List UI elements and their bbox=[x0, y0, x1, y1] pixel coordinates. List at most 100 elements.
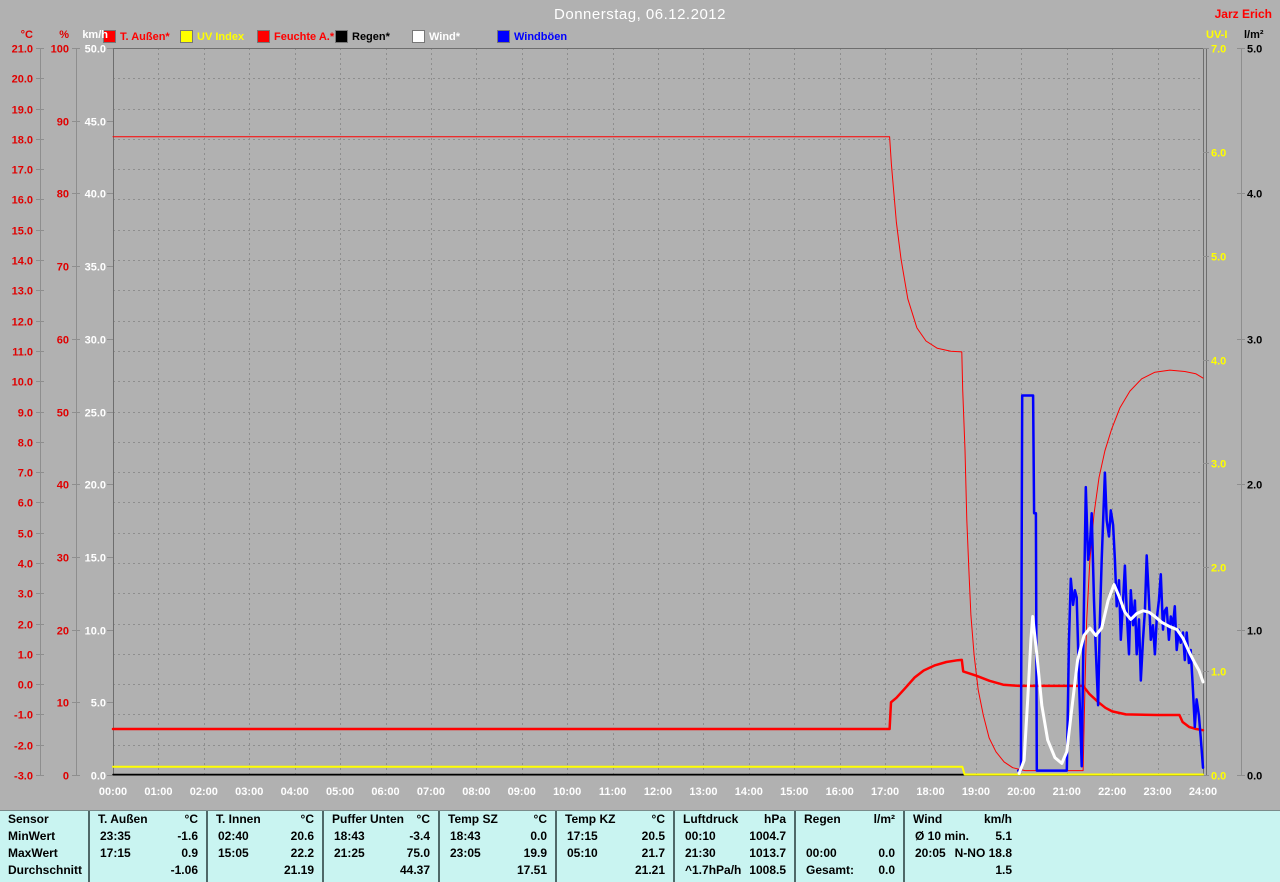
table-value-cell: 1.5 bbox=[995, 863, 1012, 877]
table-unit-cell: °C bbox=[300, 812, 314, 826]
table-value-cell: 1013.7 bbox=[749, 846, 786, 860]
axis-lm2: 0.0 1.0 2.0 3.0 4.0 5.0 l/m² bbox=[1237, 29, 1264, 783]
table-group-wind: Wind km/h Ø 10 min. 5.1 20:05 N-NO 18.8 1.5 bbox=[903, 811, 1020, 882]
svg-text:3.0: 3.0 bbox=[18, 589, 33, 601]
table-row: T. Außen °C bbox=[90, 811, 206, 828]
legend-label: T. Außen* bbox=[120, 30, 170, 43]
x-tick-label: 16:00 bbox=[826, 786, 854, 798]
legend-label: UV Index bbox=[197, 30, 245, 43]
svg-text:4.0: 4.0 bbox=[1247, 189, 1262, 201]
svg-text:3.0: 3.0 bbox=[1247, 335, 1262, 347]
table-unit-cell: °C bbox=[416, 812, 430, 826]
table-value-cell: 22.2 bbox=[290, 846, 314, 860]
axis-title-kmh: km/h bbox=[82, 29, 108, 41]
table-value-cell: 0.0 bbox=[530, 829, 547, 843]
table-value-cell: 1004.7 bbox=[749, 829, 786, 843]
svg-text:2.0: 2.0 bbox=[18, 620, 33, 632]
table-value-cell: 21.19 bbox=[283, 863, 314, 877]
svg-text:6.0: 6.0 bbox=[1211, 148, 1226, 160]
table-unit-cell bbox=[80, 828, 88, 845]
svg-text:14.0: 14.0 bbox=[12, 256, 33, 268]
svg-text:0: 0 bbox=[63, 771, 69, 783]
table-value-cell: 5.1 bbox=[995, 829, 1012, 843]
axis-title-pct: % bbox=[59, 29, 69, 41]
table-value-cell: 19.9 bbox=[523, 846, 547, 860]
table-time-cell: Ø 10 min. bbox=[915, 829, 970, 843]
x-tick-label: 02:00 bbox=[190, 786, 218, 798]
x-tick-label: 10:00 bbox=[553, 786, 581, 798]
svg-text:-3.0: -3.0 bbox=[14, 771, 33, 783]
x-tick-label: 11:00 bbox=[599, 786, 627, 798]
table-value-cell: -1.6 bbox=[177, 829, 198, 843]
table-time-cell: Gesamt: bbox=[806, 863, 855, 877]
table-unit-cell: l/m² bbox=[873, 812, 895, 826]
table-row: 18:43 -3.4 bbox=[324, 828, 438, 845]
legend-label: Regen* bbox=[352, 30, 390, 43]
x-tick-label: 05:00 bbox=[326, 786, 354, 798]
table-row: 23:35 -1.6 bbox=[90, 828, 206, 845]
svg-text:20.0: 20.0 bbox=[12, 74, 33, 86]
table-row: 00:00 0.0 bbox=[796, 845, 903, 862]
chart-legend: T. Außen* UV Index Feuchte A.* Regen* Wind* W… bbox=[0, 30, 1280, 44]
legend-item-feuchte-a-: Feuchte A.* bbox=[257, 30, 334, 43]
table-value-cell bbox=[895, 828, 903, 845]
svg-text:11.0: 11.0 bbox=[12, 347, 33, 359]
table-row: Regen l/m² bbox=[796, 811, 903, 828]
table-value-cell: -3.4 bbox=[409, 829, 430, 843]
svg-text:21.0: 21.0 bbox=[12, 44, 33, 56]
table-group-temp-kz: Temp KZ °C 17:15 20.5 05:10 21.7 21.21 bbox=[555, 811, 673, 882]
x-tick-label: 12:00 bbox=[644, 786, 672, 798]
table-row: 21.19 bbox=[208, 862, 322, 879]
svg-text:30: 30 bbox=[57, 553, 69, 565]
svg-text:5.0: 5.0 bbox=[1211, 252, 1226, 264]
weather-chart: -3.0 -2.0 -1.0 0.0 1.0 2.0 3.0 4.0 5.0 6.0 7.0 8.0 9… bbox=[12, 29, 1264, 798]
table-time-cell bbox=[90, 862, 100, 879]
x-tick-label: 20:00 bbox=[1007, 786, 1035, 798]
legend-item-regen-: Regen* bbox=[335, 30, 390, 43]
svg-text:90: 90 bbox=[57, 117, 69, 129]
svg-text:45.0: 45.0 bbox=[85, 117, 106, 129]
table-time-cell bbox=[796, 828, 806, 845]
legend-swatch bbox=[497, 30, 510, 43]
table-value-cell: 44.37 bbox=[399, 863, 430, 877]
table-row: Wind km/h bbox=[905, 811, 1020, 828]
series-windb-en bbox=[1016, 394, 1205, 772]
table-row: Durchschnitt bbox=[0, 862, 88, 879]
svg-text:30.0: 30.0 bbox=[85, 335, 106, 347]
table-group-luftdruck: Luftdruck hPa 00:10 1004.7 21:30 1013.7 ^1.7hP… bbox=[673, 811, 794, 882]
table-time-cell: 18:43 bbox=[450, 829, 481, 843]
table-unit-cell bbox=[80, 845, 88, 862]
plot-border bbox=[113, 48, 1207, 776]
svg-text:20: 20 bbox=[57, 626, 69, 638]
table-unit-cell: km/h bbox=[983, 812, 1012, 826]
table-header-cell: Temp SZ bbox=[448, 812, 498, 826]
axis-title-degC: °C bbox=[21, 29, 33, 41]
table-row: Temp KZ °C bbox=[557, 811, 673, 828]
table-time-cell: 20:05 bbox=[915, 846, 946, 860]
chart-grid bbox=[113, 48, 1203, 775]
svg-text:50: 50 bbox=[57, 408, 69, 420]
table-row: 17.51 bbox=[440, 862, 555, 879]
legend-swatch bbox=[412, 30, 425, 43]
series-wind bbox=[1017, 583, 1205, 775]
svg-text:1.0: 1.0 bbox=[1247, 626, 1262, 638]
table-row: 02:40 20.6 bbox=[208, 828, 322, 845]
series-uv-index bbox=[112, 765, 1204, 776]
table-header-cell: T. Außen bbox=[98, 812, 148, 826]
x-tick-label: 23:00 bbox=[1144, 786, 1172, 798]
svg-text:19.0: 19.0 bbox=[12, 105, 33, 117]
table-group-t-innen: T. Innen °C 02:40 20.6 15:05 22.2 21.19 bbox=[206, 811, 322, 882]
svg-text:50.0: 50.0 bbox=[85, 44, 106, 56]
x-tick-label: 22:00 bbox=[1098, 786, 1126, 798]
x-tick-label: 15:00 bbox=[780, 786, 808, 798]
svg-text:5.0: 5.0 bbox=[91, 698, 106, 710]
table-value-cell: 20.5 bbox=[641, 829, 665, 843]
table-time-cell: 18:43 bbox=[334, 829, 365, 843]
table-header-cell: MinWert bbox=[8, 829, 56, 843]
x-tick-label: 07:00 bbox=[417, 786, 445, 798]
axis-uvi: 0.0 1.0 2.0 3.0 4.0 5.0 6.0 7.0 UV-I bbox=[1203, 29, 1227, 783]
svg-text:4.0: 4.0 bbox=[1211, 356, 1226, 368]
legend-swatch bbox=[257, 30, 270, 43]
legend-label: Wind* bbox=[429, 30, 461, 43]
table-value-cell: -1.06 bbox=[170, 863, 198, 877]
